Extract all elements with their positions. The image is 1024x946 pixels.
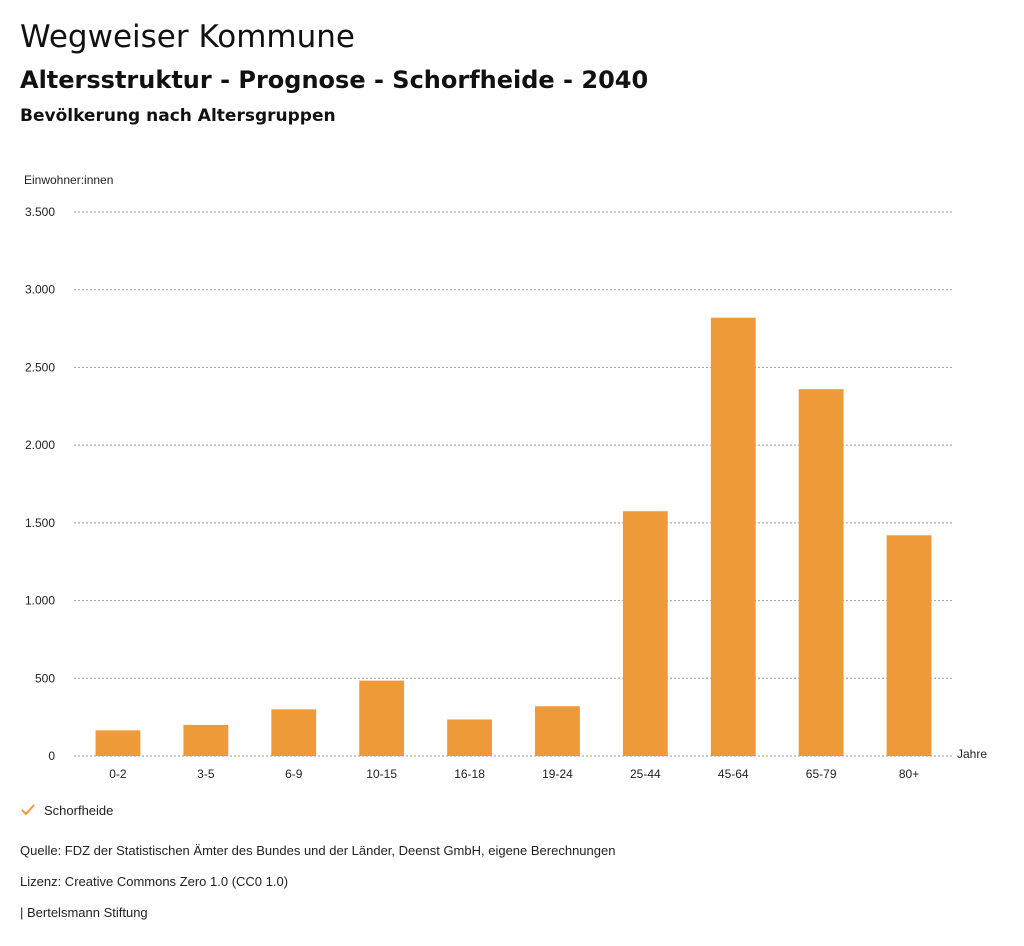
bar-0-2[interactable] (95, 730, 141, 756)
y-tick-label: 1.500 (25, 516, 55, 530)
x-tick-label: 65-79 (806, 767, 837, 781)
bars (95, 317, 932, 756)
x-tick-label: 80+ (899, 767, 919, 781)
checkmark-icon (21, 804, 35, 816)
x-tick-label: 16-18 (454, 767, 485, 781)
license-note: Lizenz: Creative Commons Zero 1.0 (CC0 1… (20, 874, 289, 889)
bar-25-44[interactable] (622, 511, 668, 756)
y-tick-label: 1.000 (25, 594, 55, 608)
legend-label: Schorfheide (44, 802, 114, 818)
bar-45-64[interactable] (710, 317, 756, 756)
y-tick-label: 2.000 (25, 438, 55, 452)
legend-item-schorfheide[interactable]: Schorfheide (20, 802, 113, 818)
x-axis-ticks: 0-2 3-5 6-9 10-15 16-18 19-24 25-44 45-64 65-79 8… (109, 767, 919, 781)
x-axis-label: Jahre (957, 747, 987, 761)
bar-80+[interactable] (886, 535, 932, 756)
x-tick-label: 10-15 (366, 767, 397, 781)
x-tick-label: 0-2 (109, 767, 127, 781)
bar-16-18[interactable] (447, 719, 492, 756)
bar-10-15[interactable] (359, 680, 405, 756)
y-tick-label: 500 (35, 671, 55, 685)
x-tick-label: 19-24 (542, 767, 573, 781)
x-tick-label: 3-5 (197, 767, 215, 781)
x-tick-label: 6-9 (285, 767, 303, 781)
source-note: Quelle: FDZ der Statistischen Ämter des … (20, 843, 616, 858)
bar-19-24[interactable] (535, 706, 580, 756)
page-title: Wegweiser Kommune (20, 19, 355, 55)
y-axis-label: Einwohner:innen (24, 173, 113, 187)
y-tick-label: 0 (48, 749, 55, 763)
x-tick-label: 45-64 (718, 767, 749, 781)
y-tick-label: 2.500 (25, 360, 55, 374)
organization-note: | Bertelsmann Stiftung (20, 905, 148, 920)
y-tick-label: 3.000 (25, 283, 55, 297)
chart-subsubtitle: Bevölkerung nach Altersgruppen (20, 106, 336, 126)
bar-3-5[interactable] (183, 724, 229, 756)
y-axis-ticks: 0 500 1.000 1.500 2.000 2.500 3.000 3.500 (25, 205, 55, 763)
x-tick-label: 25-44 (630, 767, 661, 781)
y-tick-label: 3.500 (25, 205, 55, 219)
bar-chart: Einwohner:innen Jahre 0 500 1.000 1.500 2.00… (24, 173, 987, 781)
bar-6-9[interactable] (271, 709, 317, 756)
bar-65-79[interactable] (798, 389, 844, 756)
chart-subtitle: Altersstruktur - Prognose - Schorfheide … (20, 66, 649, 94)
